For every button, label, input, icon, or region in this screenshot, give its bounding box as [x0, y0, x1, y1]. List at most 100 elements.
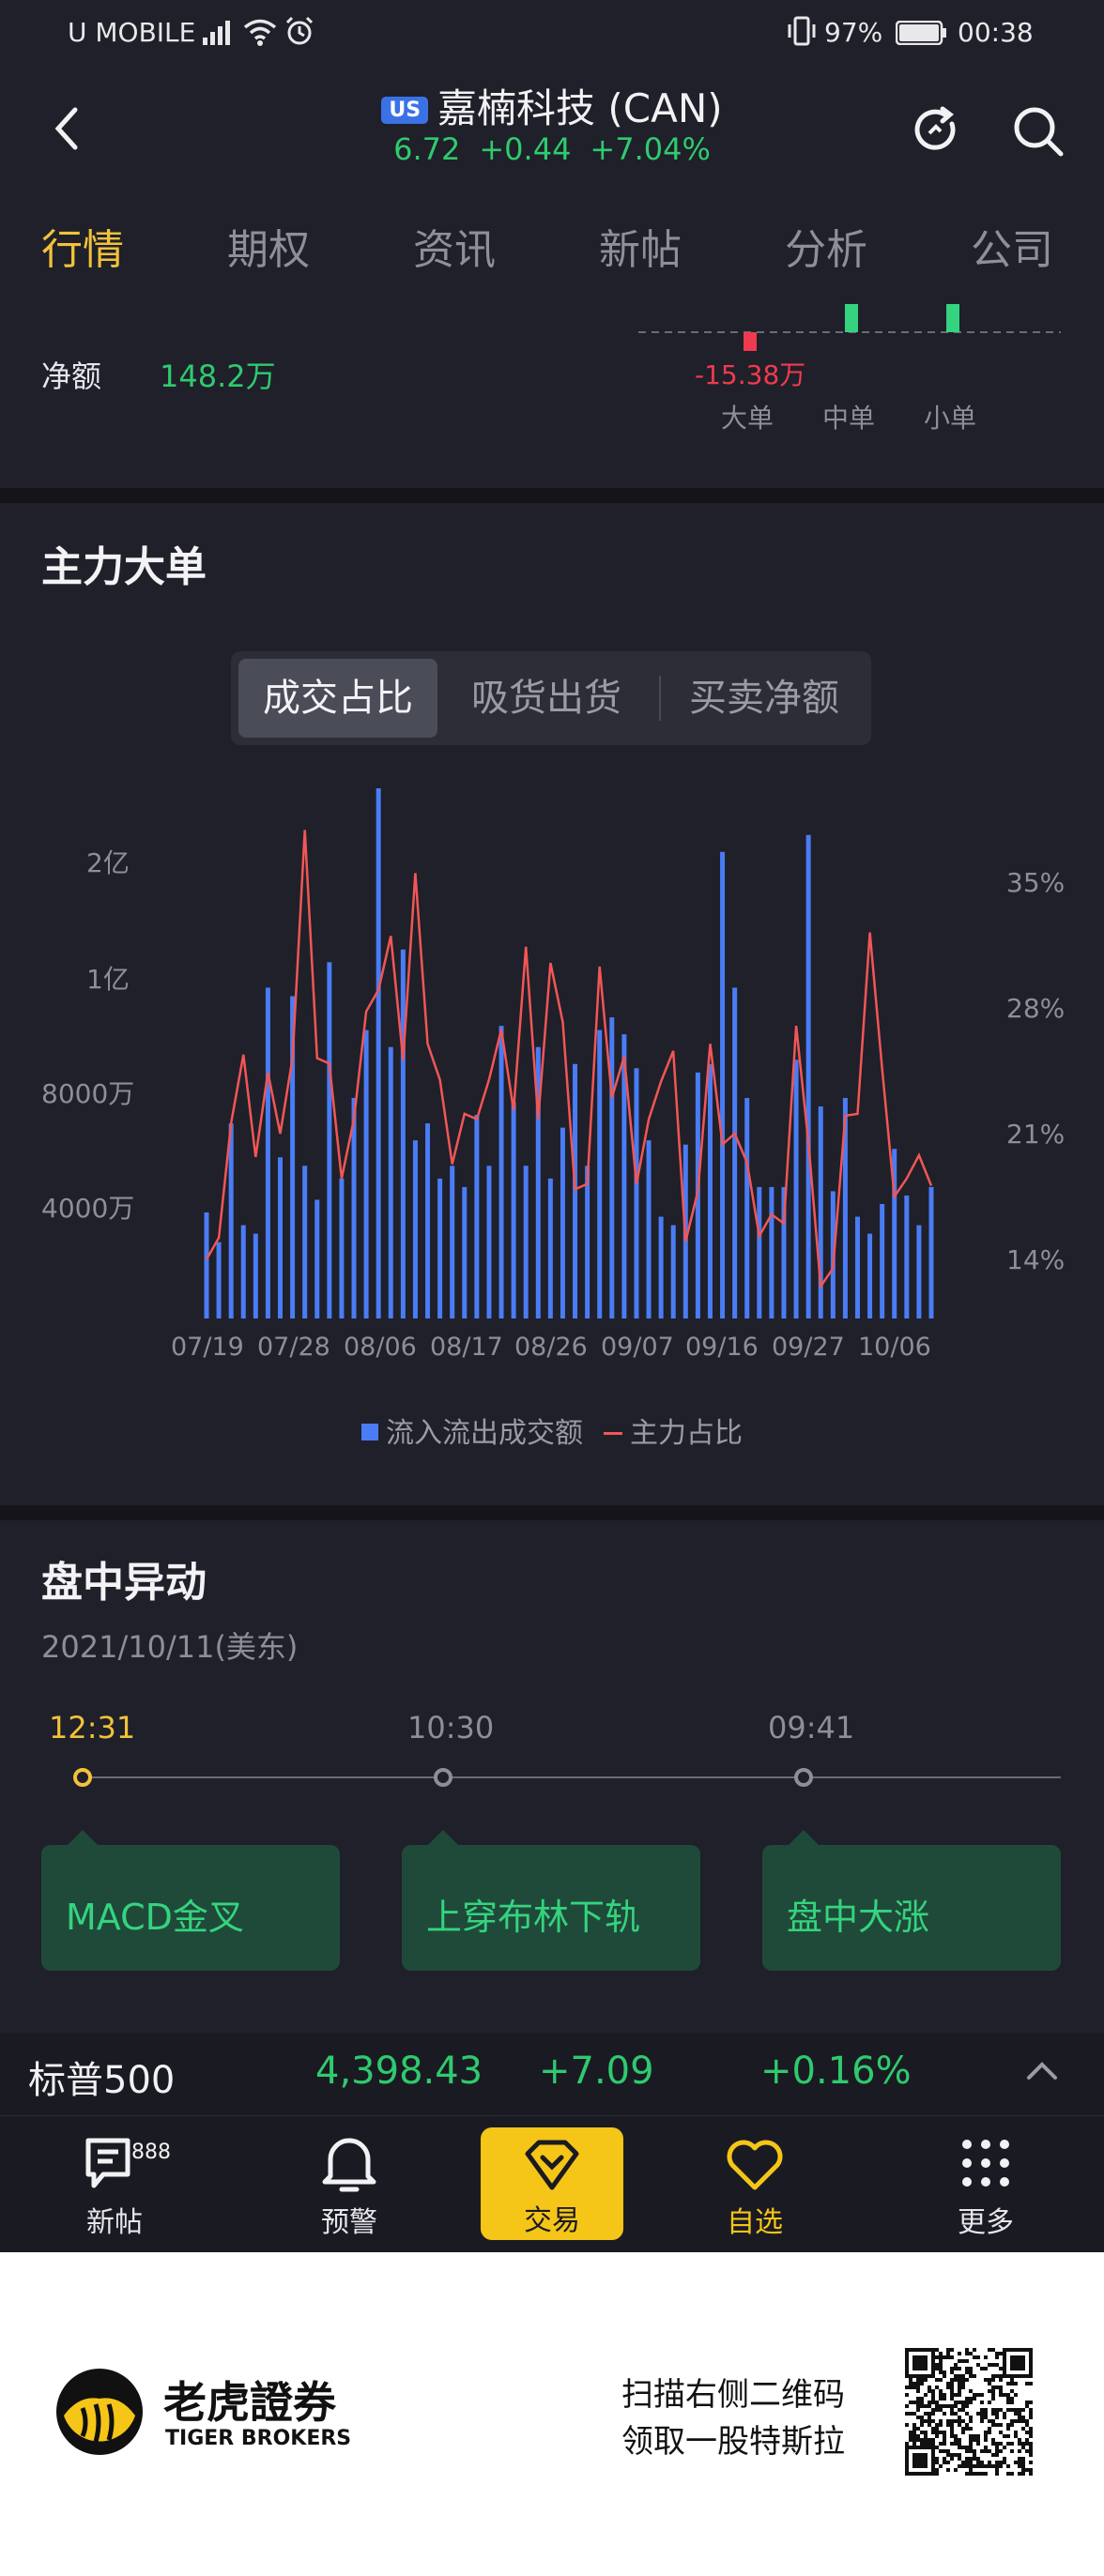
volume-bar: [450, 1166, 455, 1318]
qr-code-icon[interactable]: [905, 2348, 1033, 2476]
net-flow-mini-chart: [638, 304, 1061, 351]
event-card[interactable]: MACD金叉: [41, 1830, 340, 1971]
segment-accumulation[interactable]: 吸货出货: [471, 677, 621, 720]
bottom-nav: 888 新帖 预警 交易 自选 更多: [0, 2115, 1104, 2253]
volume-bar: [376, 788, 381, 1318]
timeline-dot: [434, 1768, 452, 1787]
volume-bar: [573, 1063, 578, 1318]
chevron-up-icon[interactable]: [1025, 2059, 1059, 2085]
refresh-button[interactable]: [909, 103, 963, 161]
timeline-dot: [794, 1768, 813, 1787]
main-force-title: 主力大单: [41, 543, 207, 591]
net-flow-value: 148.2万: [160, 358, 276, 394]
big-order-bar: [744, 332, 757, 351]
search-button[interactable]: [1010, 103, 1066, 163]
volume-bar: [437, 1178, 443, 1318]
volume-bar: [302, 1166, 308, 1318]
index-name: 标普500: [28, 2059, 176, 2102]
chart-legend: 流入流出成交额 主力占比: [0, 1410, 1104, 1451]
promo-banner: 老虎證券 TIGER BROKERS 扫描右侧二维码 领取一股特斯拉: [0, 2252, 1104, 2576]
nav-watchlist[interactable]: 自选: [680, 2116, 830, 2253]
volume-bar: [204, 1212, 209, 1318]
volume-bar: [474, 1115, 480, 1318]
bell-icon: [322, 2138, 376, 2192]
back-button[interactable]: [51, 105, 84, 156]
x-tick: 08/17: [430, 1333, 503, 1362]
legend-line-label: 主力占比: [630, 1417, 743, 1450]
volume-bar: [634, 1068, 639, 1318]
y-right-tick: 35%: [1006, 867, 1066, 898]
segment-volume-ratio[interactable]: 成交占比: [238, 659, 437, 738]
big-order-value: -15.38万: [695, 359, 806, 390]
timeline-dot-active: [73, 1768, 92, 1787]
y-left-tick: 4000万: [41, 1193, 135, 1224]
y-left-tick: 1亿: [86, 964, 130, 995]
segment-control: 成交占比 吸货出货 买卖净额: [231, 651, 871, 745]
label-mid-order: 中单: [822, 403, 876, 434]
diamond-icon: [525, 2140, 579, 2190]
volume-bar: [425, 1123, 431, 1318]
tab-options[interactable]: 期权: [227, 226, 310, 274]
carrier-label: U MOBILE: [68, 17, 196, 48]
market-badge: US: [381, 97, 429, 124]
y-left-tick: 8000万: [41, 1078, 135, 1109]
nav-alerts[interactable]: 预警: [274, 2116, 424, 2253]
index-ticker-bar[interactable]: 标普500 4,398.43 +7.09 +0.16%: [0, 2033, 1104, 2115]
main-force-ratio-line: [205, 830, 933, 1290]
volume-bar: [412, 1140, 418, 1318]
volume-bar: [240, 1225, 246, 1318]
event-label: 盘中大涨: [787, 1897, 930, 1938]
volume-bar: [781, 1186, 787, 1318]
volume-bar: [339, 1178, 345, 1318]
volume-bar: [720, 851, 726, 1318]
x-tick: 10/06: [858, 1333, 931, 1362]
event-timeline: [73, 1768, 1061, 1787]
grid-more-icon: [962, 2140, 1009, 2187]
legend-line-swatch: [604, 1432, 622, 1435]
volume-bar: [486, 1166, 492, 1318]
nav-more[interactable]: 更多: [911, 2116, 1061, 2253]
event-card[interactable]: 盘中大涨: [762, 1830, 1061, 1971]
main-force-chart: 2亿 1亿 8000万 4000万 35% 28% 21% 14% 07/19 …: [0, 770, 1104, 1389]
volume-bar: [609, 1017, 615, 1318]
volume-bar: [278, 1157, 284, 1318]
volume-bar: [511, 1102, 516, 1318]
volume-bar: [253, 1233, 258, 1318]
alarm-icon: [284, 15, 315, 53]
tab-analysis[interactable]: 分析: [785, 226, 867, 274]
chart-svg: [204, 788, 934, 1318]
volume-bar: [769, 1186, 774, 1318]
promo-line-2: 领取一股特斯拉: [621, 2423, 845, 2461]
y-right-tick: 14%: [1006, 1244, 1066, 1275]
nav-label: 自选: [727, 2206, 783, 2239]
volume-bar: [744, 1097, 750, 1318]
battery-percent: 97%: [824, 17, 883, 48]
event-label: MACD金叉: [66, 1897, 244, 1938]
volume-bar: [880, 1203, 885, 1318]
volume-bar: [707, 1063, 713, 1318]
volume-bar: [265, 987, 270, 1318]
tab-quote[interactable]: 行情: [41, 226, 124, 274]
volume-bar: [904, 1195, 910, 1318]
volume-bar: [670, 1225, 676, 1318]
tab-news[interactable]: 资讯: [413, 226, 496, 274]
event-card[interactable]: 上穿布林下轨: [402, 1830, 700, 1971]
battery-icon: [895, 20, 948, 52]
event-time: 12:31: [49, 1710, 136, 1745]
promo-line-1: 扫描右侧二维码: [621, 2376, 845, 2414]
nav-posts[interactable]: 888 新帖: [39, 2116, 190, 2253]
posts-badge: 888: [131, 2141, 171, 2164]
segment-net-amount[interactable]: 买卖净额: [689, 677, 839, 720]
intraday-title: 盘中异动: [41, 1559, 207, 1607]
volume-bar: [498, 1026, 504, 1318]
tiger-logo-icon: [56, 2369, 143, 2455]
volume-bar: [646, 1140, 652, 1318]
volume-bar: [547, 1178, 553, 1318]
stock-change-pct: +7.04%: [590, 131, 711, 167]
tab-company[interactable]: 公司: [971, 226, 1053, 274]
tab-posts[interactable]: 新帖: [599, 226, 682, 274]
volume-bar: [892, 1149, 897, 1318]
nav-trade[interactable]: 交易: [481, 2127, 623, 2240]
volume-bar: [363, 1029, 369, 1318]
stock-name: 嘉楠科技 (CAN): [437, 85, 723, 131]
